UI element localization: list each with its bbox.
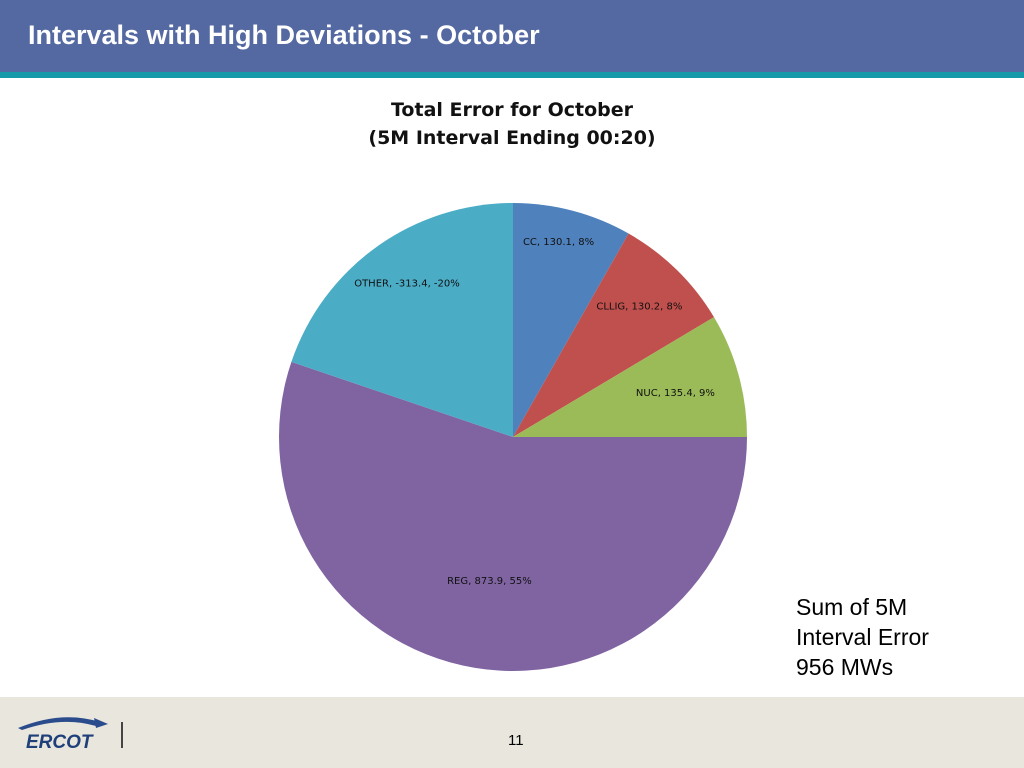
chart-title-line2: (5M Interval Ending 00:20)	[368, 127, 656, 149]
summary-line-2: Interval Error	[796, 624, 929, 650]
pie-slice-cc	[513, 203, 629, 437]
header-bar	[0, 0, 1024, 72]
logo-arrowhead	[94, 718, 108, 728]
pie-slice-other	[291, 203, 513, 437]
page-number: 11	[508, 732, 524, 749]
pie-slice-cllig	[513, 233, 714, 437]
logo-divider	[121, 722, 123, 748]
pie-slice-nuc	[513, 317, 747, 437]
header-rule	[0, 72, 1024, 78]
pie-label-reg: REG, 873.9, 55%	[447, 576, 532, 587]
pie-label-cllig: CLLIG, 130.2, 8%	[596, 301, 682, 312]
chart-title: Total Error for October (5M Interval End…	[300, 96, 724, 152]
slide-title: Intervals with High Deviations - October	[28, 20, 540, 50]
summary-line-1: Sum of 5M	[796, 594, 908, 620]
pie-label-other: OTHER, -313.4, -20%	[354, 279, 460, 290]
pie-label-nuc: NUC, 135.4, 9%	[636, 388, 715, 399]
pie-label-cc: CC, 130.1, 8%	[523, 237, 594, 248]
footer-bar	[0, 697, 1024, 768]
pie-slice-reg	[279, 361, 747, 671]
summary-line-3: 956 MWs	[796, 654, 894, 680]
logo-text: ERCOT	[26, 732, 94, 753]
ercot-logo: ERCOT	[18, 717, 108, 753]
logo-swoosh	[18, 717, 100, 730]
chart-title-line1: Total Error for October	[391, 99, 633, 121]
summary-text: Sum of 5M Interval Error 956 MWs	[796, 592, 929, 682]
